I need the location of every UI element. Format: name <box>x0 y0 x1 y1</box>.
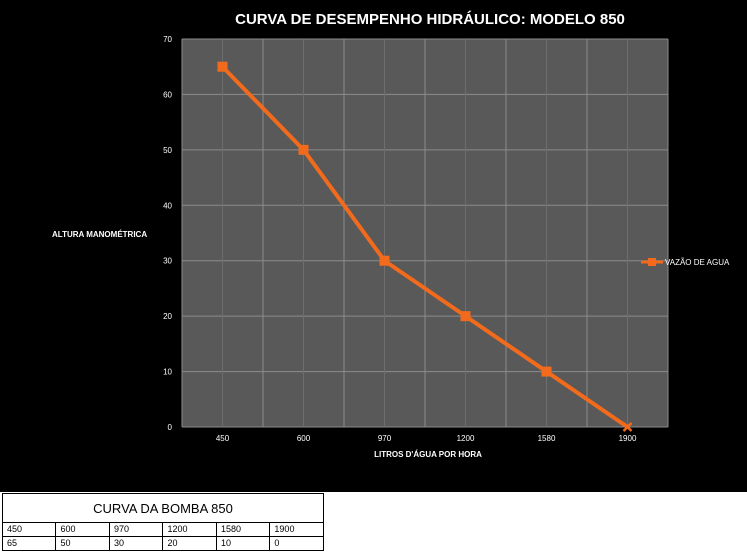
y-tick-label: 50 <box>163 146 172 155</box>
y-tick-label: 10 <box>163 368 172 377</box>
data-point-marker <box>460 311 471 322</box>
x-tick-label: 1900 <box>619 434 637 443</box>
table-row-head: 65 50 30 20 10 0 <box>1 536 324 551</box>
table-cell: 10 <box>215 536 271 551</box>
legend-label: VAZÃO DE AGUA <box>665 258 730 267</box>
table-cell: 0 <box>269 536 324 551</box>
y-tick-label: 40 <box>163 201 172 210</box>
grid-lines <box>181 38 669 428</box>
pump-curve-table: CURVA DA BOMBA 850 450 600 970 1200 1580… <box>1 493 324 551</box>
x-tick-label: 970 <box>378 434 392 443</box>
table-row-flow: 450 600 970 1200 1580 1900 <box>1 522 324 537</box>
x-tick-label: 600 <box>297 434 311 443</box>
table-title: CURVA DA BOMBA 850 <box>2 493 324 523</box>
table-cell: 20 <box>162 536 217 551</box>
series-line <box>221 65 629 429</box>
y-axis-label: ALTURA MANOMÉTRICA <box>52 230 147 239</box>
legend: VAZÃO DE AGUA <box>641 258 730 267</box>
table-title-row: CURVA DA BOMBA 850 <box>2 493 324 523</box>
y-tick-label: 60 <box>163 90 172 99</box>
x-tick-label: 1200 <box>457 434 475 443</box>
data-point-marker <box>541 366 552 377</box>
data-point-marker <box>298 144 309 155</box>
table-cell: 30 <box>108 536 164 551</box>
x-tick-label: 1580 <box>538 434 556 443</box>
chart-title: CURVA DE DESEMPENHO HIDRÁULICO: MODELO 8… <box>235 11 625 28</box>
y-tick-label: 70 <box>163 35 172 44</box>
table-cell: 65 <box>1 536 57 551</box>
y-tick-label: 0 <box>168 423 173 432</box>
chart-area: CURVA DE DESEMPENHO HIDRÁULICO: MODELO 8… <box>0 0 747 492</box>
table-cell: 600 <box>55 522 110 537</box>
table-cell: 970 <box>108 522 164 537</box>
x-tick-label: 450 <box>216 434 230 443</box>
y-tick-label: 30 <box>163 257 172 266</box>
data-point-marker <box>622 422 633 432</box>
legend-swatch-marker <box>648 258 656 266</box>
y-tick-label: 20 <box>163 312 172 321</box>
x-axis-label: LITROS D'ÁGUA POR HORA <box>374 450 482 459</box>
table-cell: 1900 <box>269 522 324 537</box>
data-point-marker <box>379 255 390 266</box>
line-chart: CURVA DE DESEMPENHO HIDRÁULICO: MODELO 8… <box>52 11 730 459</box>
axes: 0 10 20 30 40 50 60 70 450 600 970 1200 1580 1900 <box>163 35 637 443</box>
series-layer <box>217 61 633 432</box>
table-cell: 1200 <box>162 522 217 537</box>
table-cell: 1580 <box>215 522 271 537</box>
data-point-marker <box>217 61 228 72</box>
table-cell: 50 <box>55 536 110 551</box>
table-cell: 450 <box>1 522 57 537</box>
